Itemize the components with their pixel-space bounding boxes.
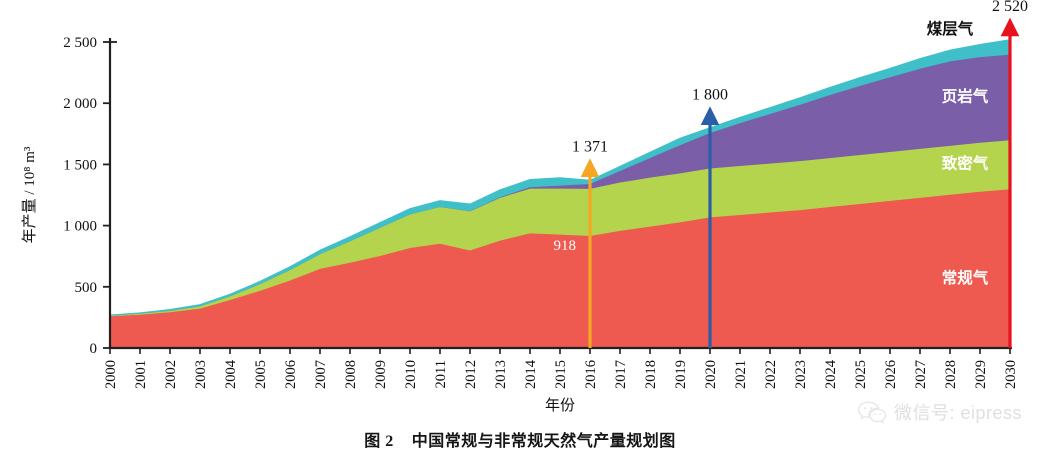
y-tick-label: 2 000 [63,96,97,112]
x-tick-label: 2023 [793,360,809,389]
x-tick-label: 2020 [703,360,719,389]
y-axis-title: 年产量 / 10⁸ m³ [21,146,38,243]
x-axis-title: 年份 [545,397,575,414]
y-axis-tick-labels: 0 500 1 000 1 500 2 000 2 500 [63,35,97,357]
x-tick-label: 2025 [853,360,869,389]
x-tick-label: 2005 [253,360,269,389]
y-tick-label: 1 000 [63,219,97,235]
x-tick-label: 2015 [553,360,569,389]
x-tick-label: 2017 [613,360,629,389]
x-tick-label: 2001 [133,360,149,389]
x-axis-tick-labels: 2000 2001 2002 2003 2004 2005 2006 2007 2008 2009… [103,359,1019,389]
axes [103,38,1012,354]
series-label-1: 致密气 [942,153,989,172]
y-tick-label: 0 [90,341,98,357]
x-tick-label: 2003 [193,360,209,389]
x-tick-label: 2030 [1003,360,1019,389]
y-tick-label: 1 500 [63,157,97,173]
x-tick-label: 2010 [403,360,419,389]
series-areas [109,39,1011,349]
x-tick-label: 2027 [913,360,929,389]
y-tick-label: 500 [75,280,98,296]
x-tick-label: 2006 [283,360,299,389]
annotations: 1 371 918 1 800 2 520 [554,0,1028,348]
y-tick-label: 2 500 [63,35,97,51]
annotation-2020-label: 1 800 [692,86,728,103]
x-tick-label: 2009 [373,360,389,389]
x-tick-label: 2026 [883,360,899,389]
series-label-2: 页岩气 [942,86,989,105]
annotation-2020-head [700,106,720,125]
x-tick-label: 2018 [643,360,659,389]
x-tick-label: 2024 [823,359,839,389]
x-tick-label: 2000 [103,360,119,389]
x-tick-label: 2019 [673,360,689,389]
x-tick-label: 2007 [313,360,329,389]
x-tick-label: 2012 [463,360,479,389]
annotation-2030-head [1000,17,1020,37]
x-tick-label: 2002 [163,360,179,389]
x-tick-label: 2004 [223,359,239,389]
annotation-2016-head [580,158,600,178]
figure-caption: 图 2 中国常规与非常规天然气产量规划图 [364,433,676,450]
x-tick-label: 2011 [433,360,449,388]
x-tick-label: 2014 [523,359,539,389]
series-inline-labels: 常规气 致密气 页岩气 煤层气 [927,19,989,287]
x-tick-label: 2008 [343,360,359,389]
x-tick-label: 2016 [583,360,599,389]
x-tick-label: 2013 [493,360,509,389]
series-label-3: 煤层气 [927,19,974,38]
annotation-2030-label: 2 520 [992,0,1028,15]
annotation-2016-label: 1 371 [572,139,608,156]
figure-caption-container: 图 2 中国常规与非常规天然气产量规划图 [0,427,1040,451]
series-label-0: 常规气 [942,268,989,287]
x-tick-label: 2029 [973,360,989,389]
annotation-2016-inline-value: 918 [554,238,577,254]
x-tick-label: 2028 [943,360,959,389]
x-tick-label: 2021 [733,360,749,389]
x-tick-label: 2022 [763,360,779,389]
